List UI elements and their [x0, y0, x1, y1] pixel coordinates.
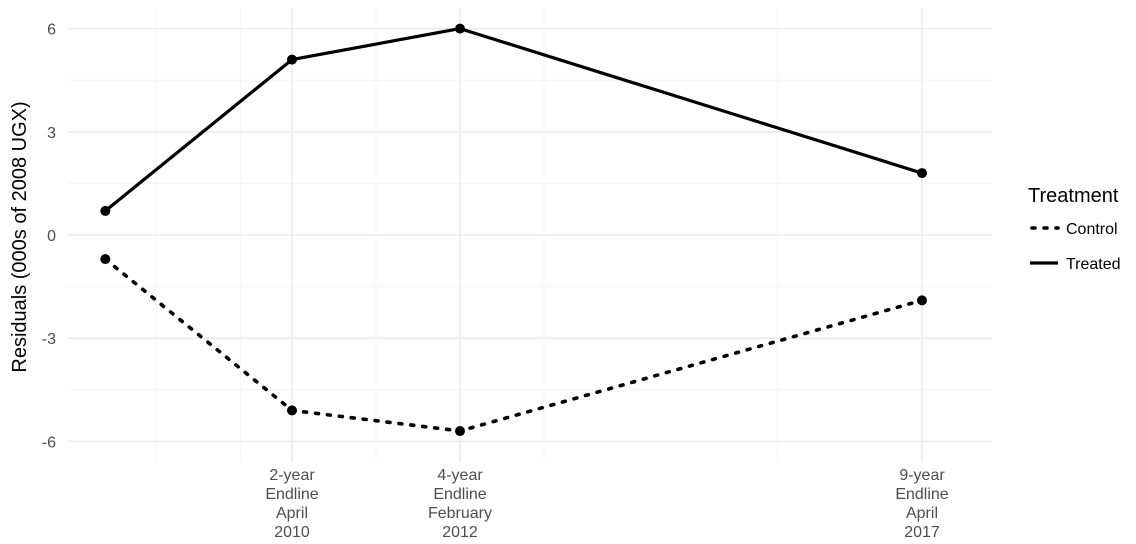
data-point-treated [100, 205, 111, 216]
data-point-treated [455, 23, 465, 34]
x-tick-label-line: Endline [265, 486, 318, 503]
x-tick-label-line: 2012 [442, 524, 478, 541]
legend-items: Control Treated [1030, 221, 1121, 273]
x-tick-label-line: April [906, 505, 938, 522]
data-point-treated [287, 54, 297, 65]
x-tick-label: 9-year Endline April 2017 [895, 467, 948, 541]
legend: Treatment Control Treated [1028, 185, 1121, 273]
x-tick-labels: 2-year Endline April 2010 4-year Endline Febru… [265, 467, 948, 541]
y-axis-title: Residuals (000s of 2008 UGX) [9, 101, 31, 372]
x-tick-label: 4-year Endline February 2012 [428, 467, 492, 541]
y-tick-label: 6 [47, 22, 56, 39]
x-tick-label-line: 2-year [269, 467, 315, 484]
legend-label-treated: Treated [1066, 256, 1121, 273]
series-line-control [103, 257, 924, 433]
x-tick-label-line: 2017 [904, 524, 940, 541]
x-tick-label-line: Endline [895, 486, 948, 503]
x-tick-label-line: February [428, 505, 492, 522]
x-tick-label-line: 9-year [899, 467, 945, 484]
data-point-control [100, 254, 111, 265]
y-tick-label: 3 [47, 125, 56, 142]
data-point-control [917, 295, 927, 306]
x-tick-label-line: 2010 [274, 524, 310, 541]
data-point-control [455, 426, 465, 437]
grid-layer [68, 8, 992, 462]
x-tick-label: 2-year Endline April 2010 [265, 467, 318, 541]
x-tick-label-line: 4-year [437, 467, 483, 484]
legend-label-control: Control [1066, 221, 1118, 238]
data-point-treated [917, 168, 927, 179]
x-tick-label-line: April [276, 505, 308, 522]
y-tick-label: -6 [42, 434, 56, 451]
y-tick-label: -3 [42, 331, 56, 348]
legend-title: Treatment [1028, 185, 1119, 207]
x-tick-label-line: Endline [433, 486, 486, 503]
data-point-control [287, 405, 297, 416]
series-layer [100, 23, 927, 437]
y-tick-label: 0 [47, 228, 56, 245]
y-tick-labels: -6 -3 0 3 6 [42, 22, 56, 452]
series-line-treated [104, 27, 923, 213]
